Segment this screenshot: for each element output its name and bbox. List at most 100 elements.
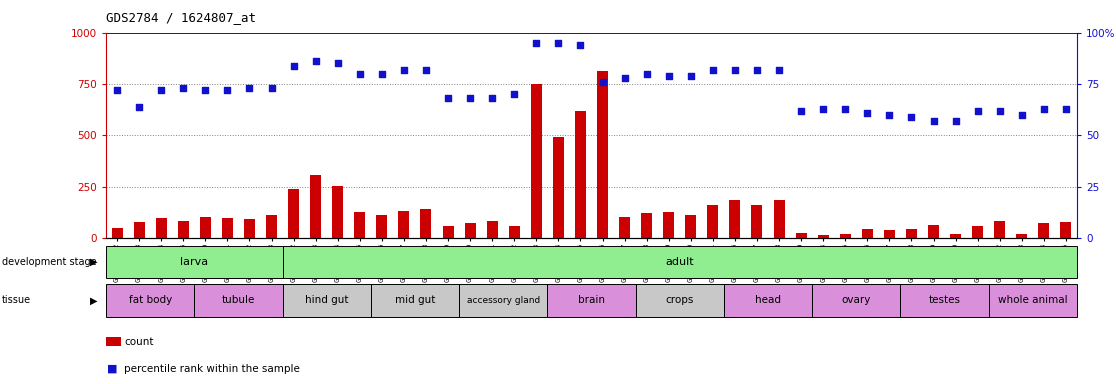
Point	[241, 85, 259, 91]
Point	[637, 71, 655, 77]
Point	[815, 106, 833, 112]
Bar	[636, 284, 724, 317]
Bar	[177, 221, 189, 238]
Point	[549, 40, 567, 46]
Bar	[950, 234, 961, 238]
Bar	[1017, 234, 1028, 238]
Point	[969, 108, 987, 114]
Bar	[884, 230, 895, 238]
Bar	[222, 217, 233, 238]
Point	[483, 95, 501, 101]
Bar	[663, 212, 674, 238]
Bar	[443, 226, 453, 238]
Text: fat body: fat body	[128, 295, 172, 306]
Point	[1057, 106, 1075, 112]
Bar	[1038, 223, 1049, 238]
Bar	[597, 71, 608, 238]
Point	[616, 75, 634, 81]
Text: whole animal: whole animal	[998, 295, 1068, 306]
Bar	[989, 284, 1077, 317]
Point	[903, 114, 921, 120]
Text: hind gut: hind gut	[305, 295, 348, 306]
Bar	[796, 233, 807, 238]
Point	[174, 85, 192, 91]
Text: ▶: ▶	[89, 257, 97, 267]
Point	[924, 118, 942, 124]
Point	[594, 79, 612, 85]
Bar	[333, 186, 344, 238]
Point	[108, 87, 126, 93]
Bar	[994, 221, 1006, 238]
Bar	[244, 218, 254, 238]
Bar	[282, 284, 371, 317]
Bar	[619, 217, 631, 238]
Point	[196, 87, 214, 93]
Point	[152, 87, 170, 93]
Point	[285, 63, 302, 69]
Bar	[282, 246, 1077, 278]
Text: development stage: development stage	[2, 257, 97, 267]
Point	[836, 106, 854, 112]
Bar	[972, 226, 983, 238]
Text: tissue: tissue	[2, 295, 31, 306]
Bar	[575, 111, 586, 238]
Point	[417, 66, 435, 73]
Text: ▶: ▶	[89, 295, 97, 306]
Bar	[552, 137, 564, 238]
Point	[461, 95, 479, 101]
Text: percentile rank within the sample: percentile rank within the sample	[124, 364, 300, 374]
Bar	[862, 229, 873, 238]
Point	[219, 87, 237, 93]
Point	[881, 112, 898, 118]
Point	[395, 66, 413, 73]
Bar	[547, 284, 636, 317]
Bar	[708, 205, 719, 238]
Bar	[730, 200, 740, 238]
Text: GDS2784 / 1624807_at: GDS2784 / 1624807_at	[106, 12, 256, 25]
Point	[131, 104, 148, 110]
Text: ■: ■	[107, 364, 117, 374]
Point	[329, 60, 347, 66]
Text: larva: larva	[180, 257, 209, 267]
Point	[660, 73, 677, 79]
Point	[991, 108, 1009, 114]
Point	[528, 40, 546, 46]
Bar	[459, 284, 547, 317]
Bar	[531, 84, 542, 238]
Point	[307, 58, 325, 65]
Bar	[812, 284, 901, 317]
Bar	[266, 215, 277, 238]
Text: count: count	[124, 337, 153, 347]
Point	[946, 118, 964, 124]
Bar	[112, 228, 123, 238]
Bar	[685, 215, 696, 238]
Point	[704, 66, 722, 73]
Bar	[106, 246, 282, 278]
Bar	[134, 222, 145, 238]
Text: adult: adult	[665, 257, 694, 267]
Point	[262, 85, 280, 91]
Bar	[509, 226, 520, 238]
Text: head: head	[756, 295, 781, 306]
Text: brain: brain	[578, 295, 605, 306]
Bar	[288, 189, 299, 238]
Bar	[641, 214, 652, 238]
Text: ovary: ovary	[841, 295, 870, 306]
Bar	[724, 284, 812, 317]
Text: mid gut: mid gut	[395, 295, 435, 306]
Point	[748, 66, 766, 73]
Point	[373, 71, 391, 77]
Bar	[371, 284, 459, 317]
Bar	[194, 284, 282, 317]
Bar	[906, 229, 917, 238]
Point	[792, 108, 810, 114]
Bar	[901, 284, 989, 317]
Bar	[310, 175, 321, 238]
Bar	[1060, 222, 1071, 238]
Point	[770, 66, 788, 73]
Point	[506, 91, 523, 98]
Point	[1035, 106, 1052, 112]
Bar	[464, 223, 475, 238]
Point	[1013, 112, 1031, 118]
Point	[727, 66, 744, 73]
